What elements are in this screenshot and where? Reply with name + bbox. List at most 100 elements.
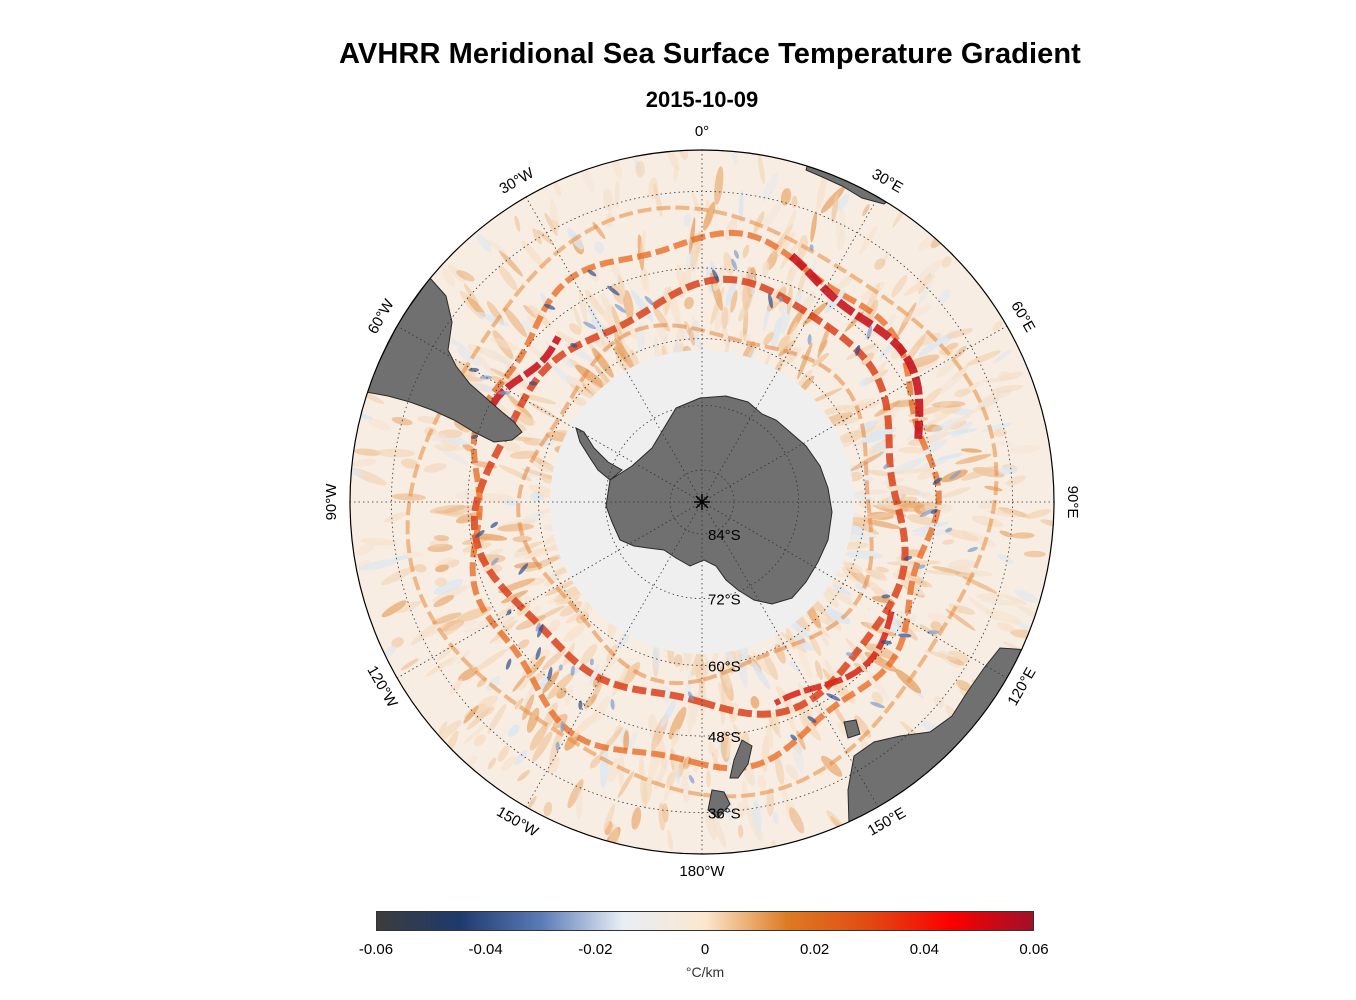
texture-streak [1009, 444, 1041, 454]
negative-gradient-eddy [733, 249, 740, 259]
texture-streak [750, 695, 760, 709]
texture-streak [419, 620, 448, 639]
negative-gradient-eddy [544, 303, 556, 310]
longitude-label: 30°W [497, 164, 538, 198]
texture-streak [948, 559, 976, 570]
texture-streak [787, 321, 799, 351]
new-zealand-landmass [707, 739, 753, 819]
texture-streak [498, 265, 518, 291]
texture-streak [924, 570, 960, 576]
texture-streak [640, 777, 648, 810]
texture-streak [970, 396, 1000, 414]
texture-streak [684, 320, 691, 336]
texture-streak [689, 217, 696, 255]
texture-streak [810, 211, 818, 243]
texture-streak [844, 562, 864, 574]
latitude-circle [605, 404, 800, 599]
texture-streak [781, 782, 791, 813]
negative-gradient-eddy [558, 664, 563, 671]
south-america-landmass [365, 277, 523, 443]
latitude-labels: 84°S 72°S 60°S 48°S 36°S [708, 527, 741, 823]
texture-streak [589, 754, 603, 769]
texture-streak [785, 763, 799, 781]
texture-streak [663, 772, 677, 803]
texture-streak [758, 154, 765, 185]
texture-streak [476, 354, 495, 377]
negative-gradient-eddy [583, 321, 596, 330]
texture-streak [726, 733, 733, 759]
texture-streak [541, 648, 567, 671]
texture-streak [878, 495, 893, 506]
texture-streak [981, 389, 1012, 403]
texture-streak [917, 259, 943, 283]
texture-streak [998, 466, 1018, 475]
colorbar-tick-label: -0.04 [468, 941, 503, 958]
texture-streak [795, 642, 813, 680]
map-disk [350, 150, 1054, 854]
texture-streak [753, 211, 765, 233]
texture-streak [757, 775, 767, 790]
texture-streak [503, 307, 528, 338]
texture-streak [683, 213, 692, 227]
negative-gradient-eddy [570, 665, 575, 676]
texture-streak [738, 327, 747, 339]
negative-gradient-eddy [470, 434, 478, 440]
texture-streak [497, 523, 535, 532]
texture-streak [862, 204, 870, 217]
chart-subtitle: 2015-10-09 [645, 87, 759, 112]
longitude-meridian [525, 196, 703, 503]
graticule [350, 150, 1054, 854]
texture-streak [383, 512, 407, 523]
texture-streak [918, 334, 949, 357]
negative-gradient-eddy [497, 390, 511, 395]
texture-streak [684, 296, 694, 310]
texture-streak [462, 724, 487, 745]
texture-streak [550, 362, 572, 385]
texture-streak [514, 749, 528, 766]
texture-streak [571, 396, 588, 406]
texture-streak [473, 734, 486, 747]
texture-streak [1005, 475, 1027, 486]
texture-streak [855, 489, 889, 495]
texture-streak [391, 493, 426, 501]
texture-streak [514, 215, 521, 232]
negative-gradient-eddy [560, 721, 565, 733]
negative-gradient-eddy [855, 344, 861, 356]
texture-streak [671, 728, 681, 747]
texture-streak [865, 567, 879, 581]
texture-streak [832, 417, 860, 426]
texture-streak [931, 566, 961, 574]
texture-streak [808, 387, 843, 405]
longitude-meridian [525, 501, 703, 808]
texture-streak [895, 610, 917, 622]
texture-streak [824, 290, 846, 313]
longitude-meridian [701, 501, 1008, 679]
texture-streak [821, 635, 830, 647]
texture-streak [859, 377, 872, 387]
texture-streak [617, 274, 626, 297]
texture-streak [660, 698, 677, 728]
texture-streak [676, 264, 687, 295]
texture-streak [350, 467, 365, 476]
texture-streak [440, 619, 465, 632]
texture-streak [787, 309, 804, 336]
texture-streak [619, 662, 641, 689]
texture-streak [502, 441, 521, 452]
texture-streak [945, 342, 959, 350]
texture-streak [941, 487, 971, 499]
texture-streak [400, 658, 419, 671]
longitude-meridian [396, 325, 703, 503]
texture-streak [886, 484, 921, 496]
texture-streak [668, 706, 687, 740]
texture-streak [955, 679, 973, 692]
texture-streak [463, 626, 481, 634]
texture-streak [532, 228, 542, 245]
texture-streak [794, 636, 814, 652]
texture-streak [447, 437, 469, 446]
texture-streak [953, 345, 967, 360]
texture-streak [960, 448, 983, 453]
texture-streak [763, 653, 779, 681]
texture-streak [500, 616, 515, 629]
texture-streak [617, 771, 634, 799]
texture-streak [673, 654, 683, 667]
